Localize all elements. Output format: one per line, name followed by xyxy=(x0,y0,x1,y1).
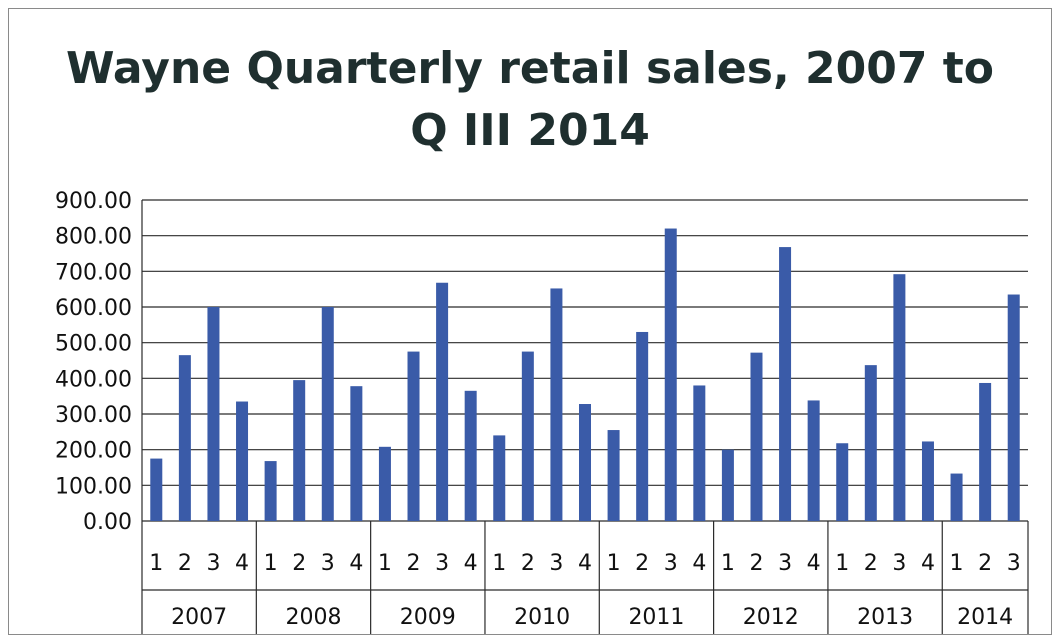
y-tick-label-7: 700.00 xyxy=(55,260,132,285)
x-group-label-2011: 2011 xyxy=(628,605,684,630)
chart-title: Wayne Quarterly retail sales, 2007 to Q … xyxy=(0,38,1060,162)
bar-2009-q2 xyxy=(407,351,420,521)
x-tick-label-2012-q2: 2 xyxy=(749,551,763,576)
bar-2007-q1 xyxy=(150,458,163,521)
x-tick-label-2007-q2: 2 xyxy=(178,551,192,576)
bar-2009-q1 xyxy=(378,446,391,521)
y-tick-label-0: 0.00 xyxy=(83,510,132,535)
x-tick-label-2013-q3: 3 xyxy=(892,551,906,576)
bar-2013-q1 xyxy=(836,443,849,521)
x-tick-label-2007-q1: 1 xyxy=(149,551,163,576)
bar-2008-q3 xyxy=(321,307,334,521)
x-tick-label-2009-q3: 3 xyxy=(435,551,449,576)
bar-2013-q2 xyxy=(864,365,877,521)
x-group-label-2007: 2007 xyxy=(171,605,227,630)
x-tick-label-2014-q3: 3 xyxy=(1007,551,1021,576)
bar-2012-q4 xyxy=(807,400,820,521)
x-tick-label-2010-q4: 4 xyxy=(578,551,592,576)
x-tick-label-2007-q4: 4 xyxy=(235,551,249,576)
x-tick-label-2008-q2: 2 xyxy=(292,551,306,576)
bar-2007-q2 xyxy=(178,355,191,521)
x-group-label-2009: 2009 xyxy=(400,605,456,630)
chart-frame xyxy=(8,8,1052,635)
bar-2008-q1 xyxy=(264,461,277,521)
x-tick-label-2013-q1: 1 xyxy=(835,551,849,576)
x-tick-label-2010-q2: 2 xyxy=(521,551,535,576)
bar-2011-q3 xyxy=(664,228,677,522)
bar-2010-q3 xyxy=(550,288,563,521)
bar-2009-q3 xyxy=(436,282,449,521)
bar-2011-q1 xyxy=(607,430,620,521)
bar-2008-q4 xyxy=(350,386,363,521)
y-tick-label-3: 300.00 xyxy=(55,403,132,428)
bar-2010-q4 xyxy=(578,404,592,521)
y-tick-label-1: 100.00 xyxy=(55,474,132,499)
x-tick-label-2013-q2: 2 xyxy=(864,551,878,576)
x-tick-label-2011-q1: 1 xyxy=(607,551,621,576)
chart-title-line-1: Wayne Quarterly retail sales, 2007 to xyxy=(65,43,995,94)
bar-2007-q3 xyxy=(207,307,220,521)
y-tick-label-8: 800.00 xyxy=(55,225,132,250)
x-tick-label-2011-q3: 3 xyxy=(664,551,678,576)
bar-2012-q3 xyxy=(779,247,792,521)
y-tick-label-5: 500.00 xyxy=(55,332,132,357)
bar-2011-q4 xyxy=(693,385,706,521)
bar-2012-q1 xyxy=(721,449,734,521)
x-group-label-2014: 2014 xyxy=(957,605,1013,630)
bar-2012-q2 xyxy=(750,352,763,521)
x-tick-label-2010-q1: 1 xyxy=(492,551,506,576)
x-group-label-2013: 2013 xyxy=(857,605,913,630)
x-tick-label-2009-q4: 4 xyxy=(464,551,478,576)
bar-2007-q4 xyxy=(236,401,249,521)
x-tick-label-2009-q2: 2 xyxy=(407,551,421,576)
x-tick-label-2007-q3: 3 xyxy=(206,551,220,576)
x-tick-label-2009-q1: 1 xyxy=(378,551,392,576)
x-tick-label-2008-q4: 4 xyxy=(349,551,363,576)
x-tick-label-2011-q4: 4 xyxy=(692,551,706,576)
bar-2009-q4 xyxy=(464,390,477,521)
bar-2010-q1 xyxy=(493,435,506,521)
x-tick-label-2010-q3: 3 xyxy=(549,551,563,576)
x-tick-label-2014-q1: 1 xyxy=(950,551,964,576)
y-tick-label-2: 200.00 xyxy=(55,439,132,464)
bar-2010-q2 xyxy=(521,351,534,521)
bar-2013-q4 xyxy=(921,441,934,521)
x-group-label-2012: 2012 xyxy=(743,605,799,630)
y-tick-label-9: 900.00 xyxy=(55,189,132,214)
x-tick-label-2008-q3: 3 xyxy=(321,551,335,576)
chart-title-line-2: Q III 2014 xyxy=(410,105,650,156)
x-tick-label-2012-q4: 4 xyxy=(807,551,821,576)
y-tick-label-4: 400.00 xyxy=(55,367,132,392)
y-tick-label-6: 600.00 xyxy=(55,296,132,321)
x-tick-label-2012-q1: 1 xyxy=(721,551,735,576)
x-tick-label-2008-q1: 1 xyxy=(264,551,278,576)
bar-2013-q3 xyxy=(893,274,906,521)
x-group-label-2010: 2010 xyxy=(514,605,570,630)
bar-2014-q1 xyxy=(950,473,963,521)
x-tick-label-2013-q4: 4 xyxy=(921,551,935,576)
bar-2008-q2 xyxy=(293,380,306,521)
bar-2011-q2 xyxy=(636,331,649,521)
bar-2014-q3 xyxy=(1007,294,1020,521)
x-tick-label-2011-q2: 2 xyxy=(635,551,649,576)
bar-2014-q2 xyxy=(979,382,992,521)
x-tick-label-2014-q2: 2 xyxy=(978,551,992,576)
x-group-label-2008: 2008 xyxy=(285,605,341,630)
x-tick-label-2012-q3: 3 xyxy=(778,551,792,576)
